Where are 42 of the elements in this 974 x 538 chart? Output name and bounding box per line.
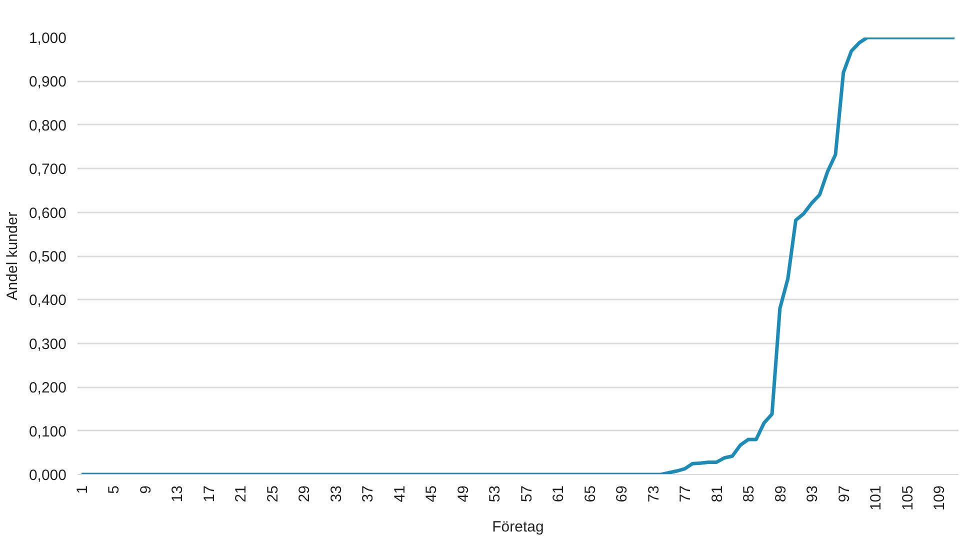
y-tick-label: 0,400 (28, 292, 67, 310)
x-tick-label: 69 (614, 485, 631, 502)
x-tick-label: 85 (740, 485, 758, 502)
x-tick-label: 33 (328, 485, 345, 502)
x-tick-label: 81 (708, 485, 726, 502)
x-tick-label: 5 (106, 486, 123, 494)
y-tick-label: 0,000 (28, 467, 67, 484)
x-tick-label: 101 (868, 485, 885, 511)
x-tick-label: 89 (772, 485, 790, 502)
x-tick-label: 61 (550, 485, 568, 502)
x-tick-label: 13 (169, 485, 186, 502)
y-tick-label: 1,000 (28, 30, 67, 47)
y-tick-label: 0,100 (28, 423, 67, 440)
y-axis-title: Andel kunder (4, 212, 21, 300)
x-tick-label: 65 (582, 485, 599, 502)
x-tick-label: 73 (645, 485, 662, 502)
x-tick-label: 37 (360, 485, 377, 502)
x-tick-label: 17 (200, 485, 218, 502)
y-tick-label: 0,700 (28, 161, 67, 178)
x-tick-label: 49 (454, 485, 472, 502)
x-tick-label: 109 (931, 485, 948, 511)
x-tick-label: 1 (74, 486, 91, 494)
x-tick-label: 25 (264, 485, 282, 502)
x-tick-label: 57 (518, 485, 536, 502)
x-axis-title: Företag (492, 518, 544, 536)
x-tick-label: 45 (423, 485, 440, 502)
y-tick-label: 0,800 (28, 117, 67, 134)
x-tick-label: 77 (677, 485, 694, 502)
y-tick-label: 0,900 (28, 74, 67, 91)
line-series (80, 38, 956, 474)
x-tick-label: 29 (296, 485, 314, 502)
y-tick-label: 0,500 (28, 248, 67, 266)
y-tick-label: 0,600 (28, 204, 67, 222)
y-tick-label: 0,300 (28, 336, 67, 353)
x-tick-label: 105 (899, 485, 916, 511)
x-tick-label: 93 (804, 485, 822, 502)
y-tick-label: 0,200 (28, 380, 67, 397)
x-tick-label: 53 (486, 485, 504, 502)
x-tick-label: 97 (836, 485, 853, 502)
x-tick-label: 9 (137, 486, 154, 494)
x-tick-label: 21 (232, 485, 250, 502)
x-tick-label: 41 (391, 485, 408, 502)
